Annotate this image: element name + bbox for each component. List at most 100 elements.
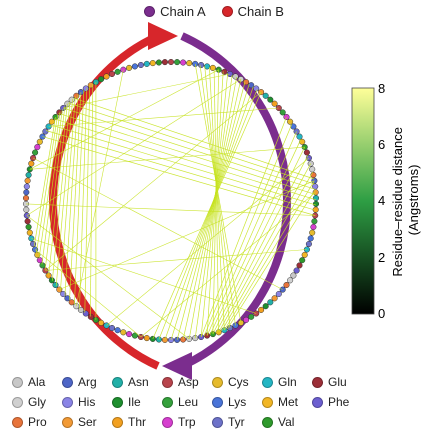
contact-line <box>206 131 297 336</box>
amino-acid-legend: Ala Arg Asn Asp Cys Gln Glu Gly His Ile Leu Lys Met P… <box>12 372 428 432</box>
residue-node <box>114 327 121 334</box>
residue-node <box>258 306 265 313</box>
residue-node <box>82 310 89 317</box>
residue-node <box>232 73 239 80</box>
residue-node <box>204 63 211 70</box>
chain-b-arrowhead <box>148 22 178 50</box>
residue-node <box>271 100 278 107</box>
residue-node <box>309 229 316 236</box>
amino-acid-swatch <box>212 396 223 408</box>
amino-acid-legend-item: Asn <box>112 375 162 389</box>
chain-a-legend-item: Chain A <box>144 4 206 19</box>
contact-line <box>45 130 316 211</box>
amino-acid-swatch <box>262 416 273 428</box>
contact-line <box>29 69 219 170</box>
residue-node <box>267 96 274 103</box>
contact-line <box>176 81 246 340</box>
contact-line <box>33 116 56 247</box>
contact-line <box>51 101 71 281</box>
amino-acid-label: Gly <box>28 395 46 409</box>
contact-line <box>29 146 305 170</box>
residue-node <box>299 257 306 264</box>
contact-line <box>152 91 262 340</box>
residue-node <box>155 59 162 66</box>
contact-line <box>53 118 317 201</box>
contact-line <box>63 73 231 109</box>
contact-line <box>84 85 91 313</box>
chain-a-arc <box>180 32 292 370</box>
amino-acid-swatch <box>162 416 173 428</box>
residue-node <box>143 60 150 67</box>
residue-node <box>143 335 150 342</box>
contact-line <box>194 63 242 323</box>
residue-node <box>267 299 274 306</box>
contact-line <box>194 74 233 339</box>
residue-node <box>174 336 181 343</box>
colorbar-tick: 0 <box>378 306 385 321</box>
residue-node <box>311 218 318 225</box>
amino-acid-label: Thr <box>128 415 146 429</box>
contact-line <box>212 69 220 335</box>
contact-line <box>158 89 258 340</box>
residue-node <box>24 177 31 184</box>
chain-b-swatch <box>221 6 233 17</box>
residue-node <box>221 68 228 75</box>
amino-acid-swatch <box>12 376 23 388</box>
amino-acid-label: Lys <box>228 395 247 409</box>
contact-line <box>213 68 220 333</box>
residue-node <box>126 64 133 71</box>
residue-node <box>293 128 300 135</box>
residue-node <box>137 61 144 69</box>
residue-node <box>126 331 133 338</box>
amino-acid-legend-item: Val <box>262 415 312 429</box>
contact-line <box>199 64 236 326</box>
contact-line <box>59 180 315 290</box>
amino-acid-swatch <box>262 376 273 388</box>
chain-b-label: Chain B <box>237 4 284 19</box>
residue-node <box>108 70 116 78</box>
residue-node <box>149 60 156 67</box>
residue-node <box>307 235 314 242</box>
amino-acid-label: Ala <box>28 375 46 389</box>
contact-line <box>34 249 142 338</box>
amino-acid-label: Asn <box>128 375 149 389</box>
residue-node <box>36 138 43 145</box>
contact-line <box>200 73 229 338</box>
contact-line <box>79 87 88 309</box>
residue-node <box>174 59 181 66</box>
colorbar-tick: 2 <box>378 250 385 265</box>
residue-node <box>310 223 317 231</box>
colorbar-label: Residue–residue distance (Angstroms) <box>390 123 421 276</box>
residue-node <box>108 324 116 332</box>
amino-acid-legend-item: Trp <box>162 415 212 429</box>
colorbar-tick: 4 <box>378 193 385 208</box>
contact-line <box>164 86 254 341</box>
residue-node <box>23 189 30 196</box>
residue-node <box>305 240 312 248</box>
colorbar-tick: 8 <box>378 81 385 96</box>
residue-node <box>48 118 55 125</box>
chain-arcs <box>48 22 292 380</box>
residue-node <box>39 262 46 269</box>
amino-acid-label: Trp <box>178 415 196 429</box>
contact-line <box>76 69 124 307</box>
colorbar-label-line2: (Angstroms) <box>406 165 421 236</box>
contact-line <box>68 102 316 185</box>
colorbar: 8 6 4 2 0 Residue–residue distance (Angs… <box>351 81 421 321</box>
contact-line <box>64 94 79 296</box>
residue-node <box>312 195 320 202</box>
amino-acid-swatch <box>162 396 173 408</box>
chain-a-label: Chain A <box>160 4 206 19</box>
residue-node <box>42 128 49 135</box>
contact-line <box>89 83 94 317</box>
contact-line <box>38 111 61 259</box>
amino-acid-label: His <box>78 395 96 409</box>
chain-a-arrowhead <box>162 352 192 380</box>
residue-node <box>25 223 32 231</box>
amino-acid-label: Val <box>278 415 295 429</box>
amino-acid-legend-row: Gly His Ile Leu Lys Met Phe <box>12 392 428 412</box>
amino-acid-swatch <box>312 376 323 388</box>
contact-line <box>48 103 68 276</box>
amino-acid-swatch <box>112 416 123 428</box>
residue-node <box>26 229 33 236</box>
